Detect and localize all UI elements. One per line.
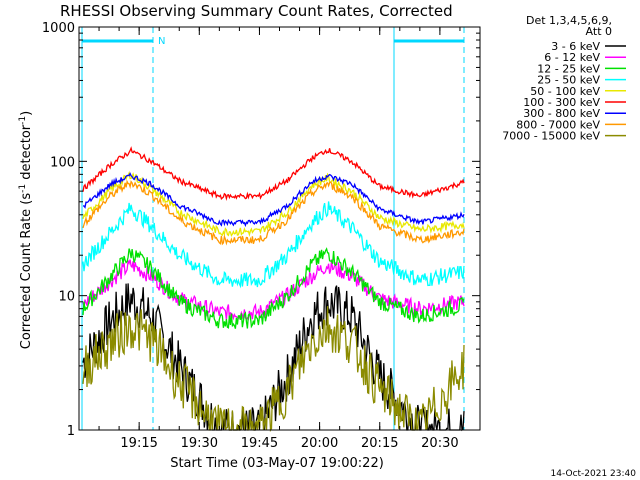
series-line (82, 172, 465, 228)
x-tick-label: 19:15 (120, 436, 157, 451)
y-axis-label: Corrected Count Rate (s-1 detector-1) (18, 111, 34, 349)
marker-n: N (158, 36, 165, 47)
y-axis-label-main: Corrected Count Rate (s (19, 193, 34, 350)
legend-item-label: 7000 - 15000 keV (502, 130, 600, 143)
x-tick-label: 20:30 (421, 436, 458, 451)
series-line (82, 247, 465, 329)
legend-item-label: 300 - 800 keV (523, 107, 600, 120)
generation-timestamp: 14-Oct-2021 23:40 (551, 469, 637, 479)
y-axis-label-mid: detector (19, 124, 34, 184)
legend-item-label: 50 - 100 keV (530, 85, 600, 98)
x-tick-label: 19:45 (241, 436, 278, 451)
x-axis: 19:15 19:30 19:45 20:00 20:15 20:30 (98, 27, 461, 451)
legend-item-label: 6 - 12 keV (544, 51, 600, 64)
legend-header: Det 1,3,4,5,6,9, (526, 14, 612, 27)
y-axis: 1 10 100 1000 (42, 21, 480, 439)
legend-item-label: 25 - 50 keV (537, 74, 600, 87)
legend-item-label: 100 - 300 keV (523, 96, 600, 109)
y-tick-label: 1000 (42, 21, 75, 36)
y-axis-label-sup2: -1 (18, 116, 28, 125)
x-axis-label: Start Time (03-May-07 19:00:22) (170, 456, 384, 471)
series-line (82, 306, 465, 433)
x-tick-label: 20:15 (361, 436, 398, 451)
chart-title: RHESSI Observing Summary Count Rates, Co… (60, 2, 453, 20)
y-tick-label: 10 (58, 290, 75, 305)
y-tick-label: 1 (67, 424, 75, 439)
legend-item-label: 12 - 25 keV (537, 62, 600, 75)
series-layer (82, 146, 465, 433)
y-axis-label-sup1: -1 (18, 184, 28, 193)
series-line (82, 146, 465, 201)
legend-item-label: 3 - 6 keV (551, 40, 600, 53)
legend-item-label: 800 - 7000 keV (516, 118, 600, 131)
y-axis-label-end: ) (19, 111, 34, 116)
series-line (82, 201, 465, 289)
legend-header: Att 0 (586, 25, 612, 38)
x-tick-label: 20:00 (301, 436, 338, 451)
y-tick-label: 100 (50, 155, 75, 170)
x-tick-label: 19:30 (181, 436, 218, 451)
series-line (82, 170, 465, 237)
series-line (82, 179, 465, 246)
